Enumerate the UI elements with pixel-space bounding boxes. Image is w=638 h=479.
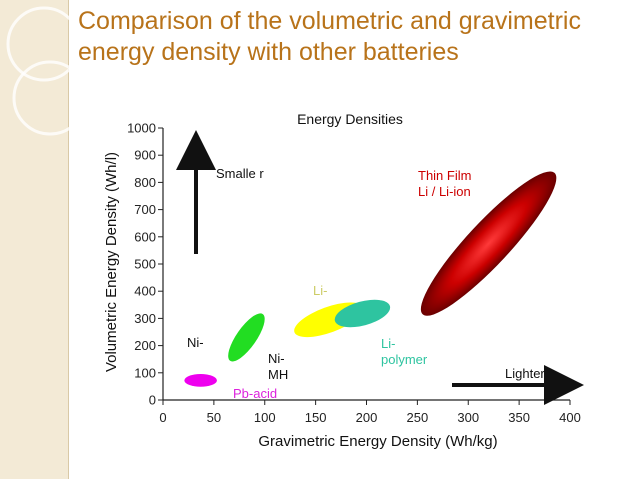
regions-layer	[184, 171, 557, 387]
region-label-line: Li-	[313, 283, 327, 298]
decorative-rings	[6, 6, 88, 136]
region-label-li-polymer: Li-polymer	[381, 336, 428, 367]
x-tick-label-50: 50	[207, 410, 221, 425]
region-label-line: polymer	[381, 352, 428, 367]
y-tick-label-1000: 1000	[127, 121, 156, 136]
x-tick-label-300: 300	[457, 410, 479, 425]
region-label-line: Pb-acid	[233, 386, 277, 401]
ring-1	[6, 6, 82, 82]
y-tick-label-0: 0	[149, 393, 156, 408]
x-tick-label-350: 350	[508, 410, 530, 425]
y-tick-label-200: 200	[134, 338, 156, 353]
annotation-smaller: Smalle r	[216, 166, 264, 181]
labels-layer: Energy Densities Gravimetric Energy Densi…	[103, 111, 584, 450]
slide-title: Comparison of the volumetric and gravime…	[78, 7, 581, 66]
y-tick-label-600: 600	[134, 229, 156, 244]
x-tick-label-250: 250	[407, 410, 429, 425]
y-tick-label-500: 500	[134, 257, 156, 272]
y-tick-label-400: 400	[134, 284, 156, 299]
x-tick-label-200: 200	[356, 410, 378, 425]
x-tick-label-100: 100	[254, 410, 276, 425]
region-label-ni-mh: Ni-MH	[268, 351, 288, 382]
region-label-li-ion: Li-	[313, 283, 327, 298]
annotation-lighter: Lighter	[505, 366, 545, 381]
region-label-line: Li / Li-ion	[418, 184, 471, 199]
region-li-polymer	[334, 299, 391, 328]
y-tick-label-700: 700	[134, 202, 156, 217]
region-label-thin-film: Thin Film Li / Li-ion	[418, 168, 471, 199]
region-label-line: MH	[268, 367, 288, 382]
region-label-pb-acid: Pb-acid	[233, 386, 277, 401]
ring-2	[12, 60, 88, 136]
y-tick-label-300: 300	[134, 311, 156, 326]
region-label-line: Thin Film	[418, 168, 471, 183]
region-label-line: Ni-	[268, 351, 285, 366]
y-tick-label-100: 100	[134, 365, 156, 380]
annotation-ni: Ni-	[187, 335, 204, 350]
x-tick-label-150: 150	[305, 410, 327, 425]
x-axis-title: Gravimetric Energy Density (Wh/kg)	[258, 433, 497, 450]
chart-title: Energy Densities	[297, 111, 403, 127]
x-tick-label-0: 0	[159, 410, 166, 425]
region-ni-mh	[228, 313, 265, 362]
y-tick-label-800: 800	[134, 175, 156, 190]
region-thin-film	[420, 171, 557, 316]
y-tick-label-900: 900	[134, 148, 156, 163]
axes-layer: 0 100 200 300 400 500 600 700 800 900 1000 0 50 100 15…	[127, 121, 581, 426]
x-tick-label-400: 400	[559, 410, 581, 425]
region-label-line: Li-	[381, 336, 395, 351]
region-pb-acid	[184, 374, 217, 387]
y-axis-title: Volumetric Energy Density (Wh/l)	[103, 152, 120, 372]
